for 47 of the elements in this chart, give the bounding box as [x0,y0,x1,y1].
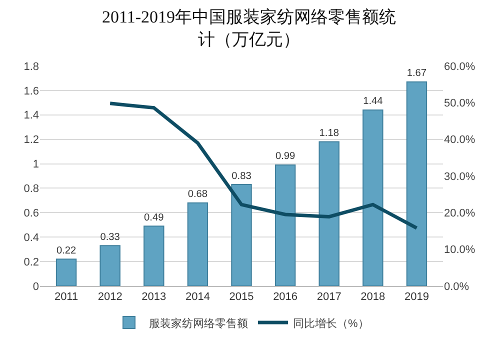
y-tick-label: 1.6 [24,85,39,98]
y2-tick-label: 20.0% [444,208,476,220]
data-label: 0.33 [100,232,120,243]
chart-title: 2011-2019年中国服装家纺网络零售额统计（万亿元） [102,8,396,49]
y2-tick-label: 0.0% [444,280,470,293]
x-tick-label: 2016 [273,291,298,304]
x-tick-label: 2014 [185,291,210,304]
bar [144,226,164,286]
data-label: 0.49 [144,212,164,224]
y-tick-label: 0.8 [24,183,39,196]
bar [56,258,77,286]
y-tick-label: 1 [32,158,39,171]
y-tick-label: 1.2 [24,134,39,146]
legend-label: 同比增长（%） [293,316,369,330]
y2-tick-label: 30.0% [444,170,476,183]
data-label: 0.22 [56,245,76,256]
x-tick-label: 2019 [404,291,429,304]
x-tick-label: 2015 [229,291,254,304]
data-label: 0.99 [275,151,296,162]
y-tick-label: 0.2 [24,256,39,268]
x-tick-label: 2012 [98,291,122,304]
legend-label: 服装家纺网络零售额 [149,316,248,330]
data-label: 1.67 [406,68,427,80]
x-tick-label: 2011 [54,291,78,304]
y-tick-label: 0.4 [24,232,39,244]
bar [274,164,296,286]
data-label: 0.83 [232,170,252,182]
bar [100,245,120,286]
bar [406,81,428,286]
data-label: 0.68 [188,189,208,200]
bar [362,110,384,286]
y2-tick-label: 40.0% [444,134,476,146]
y-tick-label: 0.6 [24,208,39,220]
x-tick-label: 2018 [360,291,386,304]
y2-tick-label: 10.0% [444,244,476,256]
data-label: 1.44 [363,96,384,108]
bar [231,184,252,286]
y-tick-label: 0 [32,280,39,293]
y-tick-label: 1.8 [24,60,39,73]
data-label: 1.18 [319,128,340,140]
y2-tick-label: 60.0% [444,60,476,73]
x-tick-label: 2017 [316,291,342,304]
x-tick-label: 2013 [142,291,166,304]
bar [187,202,208,286]
y-tick-label: 1.4 [24,110,39,122]
bar [318,141,340,286]
y2-tick-label: 50.0% [444,98,476,110]
